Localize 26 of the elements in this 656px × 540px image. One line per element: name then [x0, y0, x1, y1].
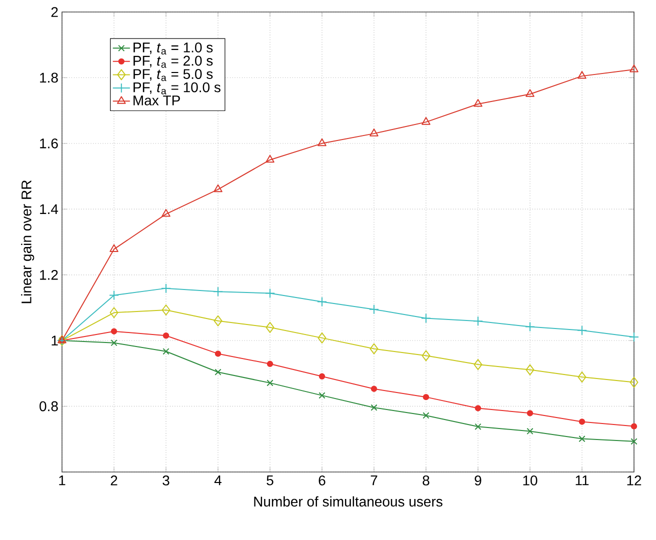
legend-label: PF, t$_{a}$ = 5.0 s [134, 69, 213, 82]
x-tick-label: 6 [318, 476, 326, 486]
y-tick-label: 1 [52, 336, 58, 346]
x-tick-label: 4 [214, 476, 222, 486]
legend-label: Max TP [134, 96, 180, 106]
y-tick-label: 1.8 [40, 72, 58, 83]
y-tick-label: 0.8 [40, 401, 58, 412]
y-tick-label: 1.4 [40, 204, 58, 214]
legend-label: PF, t$_{a}$ = 2.0 s [134, 56, 213, 68]
x-tick-label: 12 [627, 476, 642, 486]
x-tick-label: 10 [523, 476, 538, 486]
y-axis-title: Linear gain over RR [21, 180, 34, 304]
x-axis-title: Number of simultaneous users [254, 496, 442, 507]
x-tick-label: 5 [266, 476, 274, 486]
legend-label: PF, t$_{a}$ = 1.0 s [134, 42, 213, 55]
legend-label: PF, t$_{a}$ = 10.0 s [134, 82, 220, 94]
y-tick-label: 1.6 [40, 138, 58, 148]
y-tick-label: 2 [51, 7, 58, 17]
x-tick-label: 1 [59, 476, 66, 486]
x-tick-label: 2 [110, 476, 118, 486]
x-tick-label: 3 [162, 476, 170, 486]
x-tick-label: 8 [422, 476, 430, 486]
x-tick-label: 9 [474, 476, 482, 486]
y-tick-label: 1.2 [40, 270, 58, 280]
x-tick-label: 7 [370, 476, 378, 486]
x-tick-label: 11 [576, 476, 589, 486]
